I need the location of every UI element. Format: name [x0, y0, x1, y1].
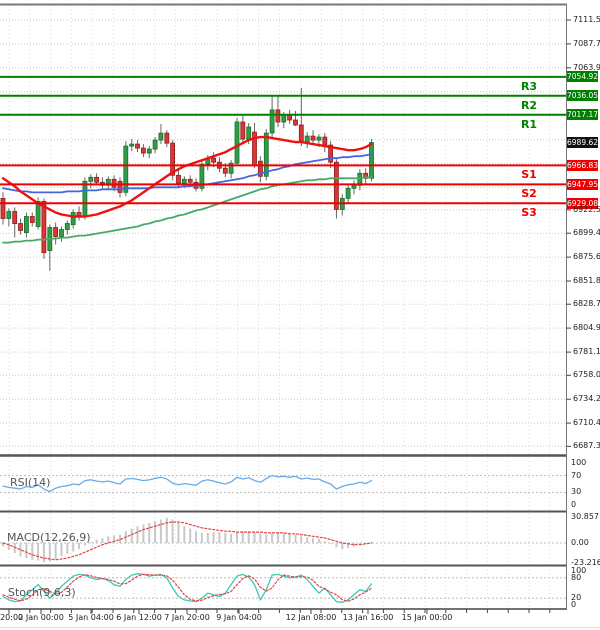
price-tick-label: 6710.40: [573, 418, 600, 427]
price-tick-label: 6899.40: [573, 228, 600, 237]
time-axis-label: 7 Jan 20:00: [164, 613, 210, 622]
support-level-label: S1: [521, 168, 537, 181]
support-level-label: S2: [521, 187, 537, 200]
macd-scale-label: 30.857: [571, 512, 599, 521]
time-axis-label: 15 Jan 00:00: [401, 613, 453, 622]
support-level-label: S3: [521, 206, 537, 219]
price-tick-label: 6922.50: [573, 205, 600, 214]
price-tick-label: 6758.00: [573, 370, 600, 379]
price-tick-label: 6851.80: [573, 276, 600, 285]
time-axis-label: 9 Jan 04:00: [216, 613, 262, 622]
time-axis-label: 13 Jan 16:00: [342, 613, 394, 622]
support-price-badge: 6966.83: [567, 160, 599, 171]
macd-panel-label: MACD(12,26,9): [7, 531, 91, 544]
resistance-price-badge: 7054.92: [567, 71, 599, 82]
macd-scale-label: -23.216: [571, 558, 600, 567]
price-tick-label: 7087.70: [573, 39, 600, 48]
price-tick-label: 6828.70: [573, 299, 600, 308]
current-price-badge: 6989.62: [567, 137, 599, 148]
support-price-badge: 6929.08: [567, 198, 599, 209]
price-tick-label: 7111.50: [573, 15, 600, 24]
macd-scale-label: 0.00: [571, 538, 589, 547]
stoch-scale-label: 0: [571, 600, 577, 609]
time-axis-label: 6 Jan 12:00: [116, 613, 162, 622]
price-tick-label: 6687.30: [573, 441, 600, 450]
rsi-scale-label: 100: [571, 458, 587, 467]
time-axis-label: 2 Jan 00:00: [18, 613, 64, 622]
rsi-panel-label: RSI(14): [10, 476, 51, 489]
resistance-price-badge: 7036.05: [567, 90, 599, 101]
stoch-panel-label: Stoch(9,6,3): [8, 586, 76, 599]
time-axis-label: : 20:00: [0, 613, 24, 622]
resistance-level-label: R1: [520, 118, 538, 131]
price-tick-label: 6734.20: [573, 394, 600, 403]
rsi-scale-label: 30: [571, 487, 582, 496]
stoch-scale-label: 100: [571, 566, 587, 575]
price-tick-label: 6781.10: [573, 347, 600, 356]
support-price-badge: 6947.95: [567, 179, 599, 190]
stoch-scale-label: 20: [571, 593, 582, 602]
resistance-level-label: R3: [520, 80, 538, 93]
resistance-level-label: R2: [520, 99, 538, 112]
stoch-scale-label: 80: [571, 573, 582, 582]
rsi-scale-label: 0: [571, 500, 577, 509]
resistance-price-badge: 7017.17: [567, 109, 599, 120]
time-axis-label: 5 Jan 04:00: [68, 613, 114, 622]
price-tick-label: 6875.60: [573, 252, 600, 261]
rsi-scale-label: 70: [571, 471, 582, 480]
price-tick-label: 7063.90: [573, 63, 600, 72]
price-tick-label: 6804.90: [573, 323, 600, 332]
time-axis-label: 12 Jan 08:00: [285, 613, 337, 622]
